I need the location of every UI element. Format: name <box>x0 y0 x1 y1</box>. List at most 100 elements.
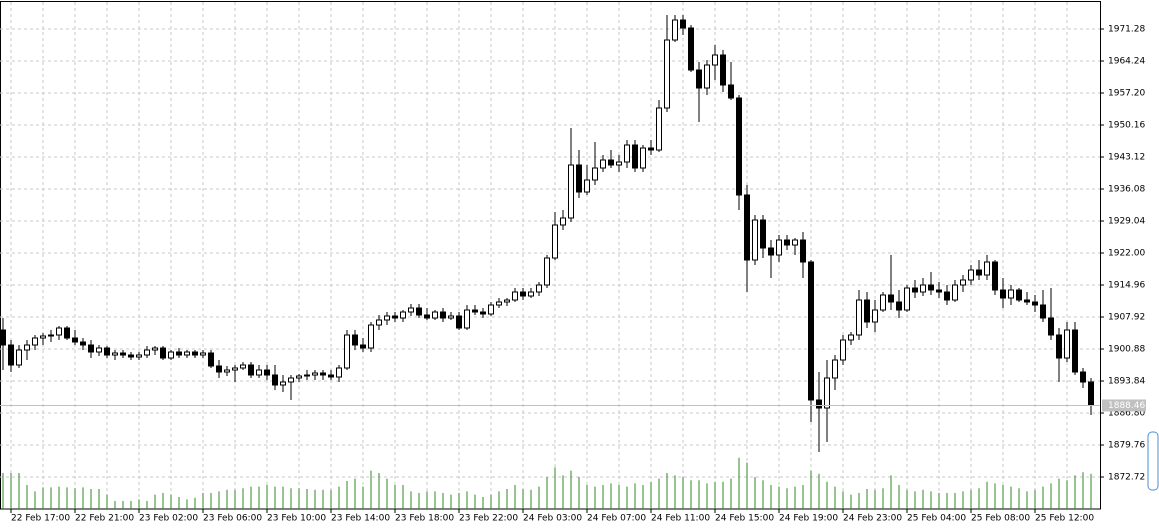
candle-body <box>168 351 174 359</box>
candle-body <box>152 347 158 351</box>
y-tick-label: 1914.96 <box>1108 281 1145 291</box>
candle-body <box>104 347 110 356</box>
candle-body <box>776 239 782 256</box>
candle-body <box>744 194 750 261</box>
candle-body <box>392 315 398 319</box>
x-tick-label: 25 Feb 04:00 <box>907 514 966 524</box>
candle-body <box>496 301 502 306</box>
candle-body <box>264 369 270 376</box>
candle-body <box>912 287 918 293</box>
x-tick-label: 23 Feb 14:00 <box>331 514 390 524</box>
candle-body <box>488 304 494 315</box>
x-tick-label: 23 Feb 22:00 <box>459 514 518 524</box>
x-tick-label: 25 Feb 12:00 <box>1035 514 1094 524</box>
candle-body <box>24 344 30 351</box>
candle-body <box>336 367 342 378</box>
candle-body <box>1008 289 1014 299</box>
candle-body <box>1064 329 1070 359</box>
candle-body <box>616 161 622 166</box>
candle-body <box>712 54 718 66</box>
candle-body <box>936 289 942 293</box>
x-tick-label: 23 Feb 02:00 <box>139 514 198 524</box>
scroll-handle[interactable] <box>1147 431 1159 491</box>
candle-body <box>944 291 950 301</box>
candle-body <box>88 344 94 353</box>
candle-body <box>400 311 406 319</box>
candle-body <box>640 147 646 169</box>
candle-body <box>368 324 374 349</box>
y-tick-label: 1872.72 <box>1108 473 1145 483</box>
candle-body <box>560 217 566 226</box>
candle-body <box>32 337 38 346</box>
candle-body <box>0 329 6 346</box>
candle-body <box>736 97 742 196</box>
candle-body <box>752 219 758 261</box>
candle-body <box>720 54 726 86</box>
candle-body <box>112 352 118 356</box>
candle-body <box>64 327 70 339</box>
candle-body <box>624 144 630 163</box>
candle-body <box>1088 381 1094 406</box>
y-tick-label: 1936.08 <box>1108 185 1145 195</box>
y-tick-label: 1900.88 <box>1108 345 1145 355</box>
candle-body <box>592 167 598 181</box>
candle-body <box>968 269 974 281</box>
candle-body <box>216 365 222 373</box>
candle-body <box>960 279 966 286</box>
candle-body <box>584 179 590 193</box>
candle-body <box>312 372 318 376</box>
candle-body <box>1080 371 1086 383</box>
candle-body <box>576 164 582 193</box>
candle-body <box>1040 304 1046 319</box>
candle-body <box>384 315 390 321</box>
candle-body <box>280 381 286 386</box>
candle-body <box>920 284 926 293</box>
candle-body <box>328 374 334 378</box>
candle-body <box>200 352 206 356</box>
candle-body <box>832 359 838 379</box>
candle-body <box>1000 289 1006 299</box>
x-tick-label: 24 Feb 19:00 <box>779 514 838 524</box>
candle-body <box>824 377 830 409</box>
candle-body <box>680 19 686 29</box>
candle-body <box>232 367 238 371</box>
candle-body <box>472 309 478 313</box>
candle-body <box>80 341 86 346</box>
candle-body <box>848 334 854 341</box>
x-tick-label: 24 Feb 03:00 <box>523 514 582 524</box>
candle-body <box>520 291 526 297</box>
y-tick-label: 1886.80 <box>1108 409 1145 419</box>
candle-body <box>536 284 542 293</box>
y-tick-label: 1907.92 <box>1108 313 1145 323</box>
current-price-box <box>1102 399 1146 412</box>
candle-body <box>1024 299 1030 303</box>
candle-body <box>40 335 46 339</box>
candle-body <box>688 27 694 71</box>
candle-body <box>728 84 734 99</box>
candle-body <box>600 159 606 169</box>
candle-body <box>48 334 54 337</box>
candle-body <box>1016 289 1022 301</box>
candle-body <box>792 239 798 246</box>
candle-body <box>432 311 438 319</box>
candle-body <box>464 309 470 329</box>
x-tick-label: 24 Feb 23:00 <box>843 514 902 524</box>
candle-body <box>344 334 350 369</box>
candle-body <box>136 354 142 358</box>
candle-body <box>952 284 958 301</box>
candle-body <box>880 294 886 311</box>
candle-body <box>1032 301 1038 306</box>
candle-body <box>408 307 414 313</box>
x-tick-label: 23 Feb 18:00 <box>395 514 454 524</box>
candle-body <box>608 159 614 166</box>
candle-body <box>224 369 230 373</box>
y-tick-label: 1879.76 <box>1108 441 1145 451</box>
candle-body <box>896 301 902 311</box>
y-tick-label: 1971.28 <box>1108 25 1145 35</box>
candle-body <box>768 247 774 256</box>
candle-body <box>456 315 462 329</box>
current-price-label: 1888.46 <box>1108 401 1145 411</box>
candle-body <box>208 352 214 367</box>
candle-body <box>816 399 822 409</box>
